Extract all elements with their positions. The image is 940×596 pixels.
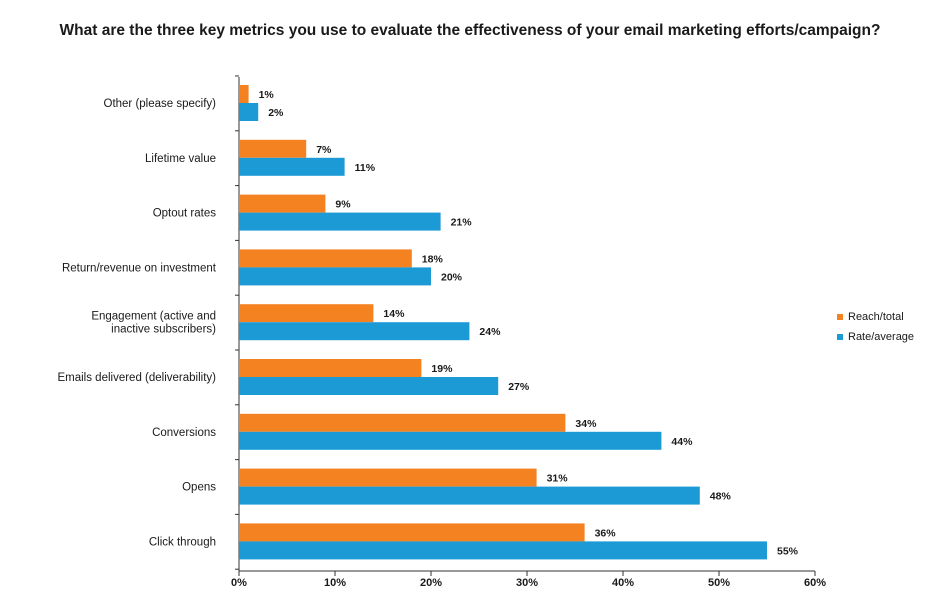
data-label: 34% bbox=[575, 418, 597, 430]
data-label: 18% bbox=[422, 253, 444, 265]
category-label: Conversions bbox=[152, 427, 216, 439]
x-tick-label: 20% bbox=[420, 577, 442, 589]
bar-rate-average bbox=[239, 541, 767, 560]
data-label: 24% bbox=[479, 326, 501, 338]
data-label: 31% bbox=[547, 473, 569, 485]
category-label: Click through bbox=[149, 536, 216, 548]
x-tick-label: 50% bbox=[708, 577, 730, 589]
data-label: 9% bbox=[335, 199, 351, 211]
bar-rate-average bbox=[239, 486, 700, 505]
x-tick-label: 30% bbox=[516, 577, 538, 589]
bar-rate-average bbox=[239, 267, 431, 286]
category-label: Engagement (active and inactive subscribe… bbox=[91, 311, 216, 336]
legend-swatch bbox=[837, 334, 843, 340]
legend-label: Rate/average bbox=[848, 331, 914, 343]
x-tick-label: 10% bbox=[324, 577, 346, 589]
bar-rate-average bbox=[239, 157, 345, 176]
bar-reach-total bbox=[239, 523, 585, 542]
data-label: 48% bbox=[710, 491, 732, 503]
data-label: 36% bbox=[595, 527, 617, 539]
category-label: Opens bbox=[182, 482, 216, 494]
legend-swatch bbox=[837, 314, 843, 320]
x-tick-label: 60% bbox=[804, 577, 826, 589]
category-label: Lifetime value bbox=[145, 153, 216, 165]
bar-reach-total bbox=[239, 304, 374, 323]
data-label: 27% bbox=[508, 381, 530, 393]
bar-reach-total bbox=[239, 249, 412, 268]
data-label: 44% bbox=[671, 436, 693, 448]
data-label: 7% bbox=[316, 144, 332, 156]
chart-title: What are the three key metrics you use t… bbox=[59, 22, 881, 39]
category-label: Optout rates bbox=[153, 208, 217, 220]
data-label: 14% bbox=[383, 308, 405, 320]
bar-rate-average bbox=[239, 377, 499, 395]
x-tick-label: 40% bbox=[612, 577, 634, 589]
data-label: 19% bbox=[431, 363, 453, 375]
data-label: 21% bbox=[451, 217, 473, 229]
category-label: Other (please specify) bbox=[104, 98, 217, 110]
bar-rate-average bbox=[239, 431, 662, 450]
bar-rate-average bbox=[239, 103, 259, 121]
data-label: 1% bbox=[259, 89, 275, 101]
category-label: Return/revenue on investment bbox=[62, 262, 217, 274]
data-label: 55% bbox=[777, 545, 799, 557]
data-label: 11% bbox=[355, 162, 376, 174]
bar-reach-total bbox=[239, 413, 566, 432]
data-label: 20% bbox=[441, 271, 463, 283]
bar-reach-total bbox=[239, 85, 249, 103]
bar-reach-total bbox=[239, 139, 307, 158]
bar-reach-total bbox=[239, 194, 326, 213]
data-label: 2% bbox=[268, 107, 284, 119]
category-label: Emails delivered (deliverability) bbox=[57, 372, 216, 384]
legend-label: Reach/total bbox=[848, 311, 904, 323]
bar-reach-total bbox=[239, 359, 422, 377]
bar-rate-average bbox=[239, 322, 470, 341]
bar-reach-total bbox=[239, 468, 537, 487]
bar-rate-average bbox=[239, 212, 441, 231]
x-tick-label: 0% bbox=[231, 577, 247, 589]
